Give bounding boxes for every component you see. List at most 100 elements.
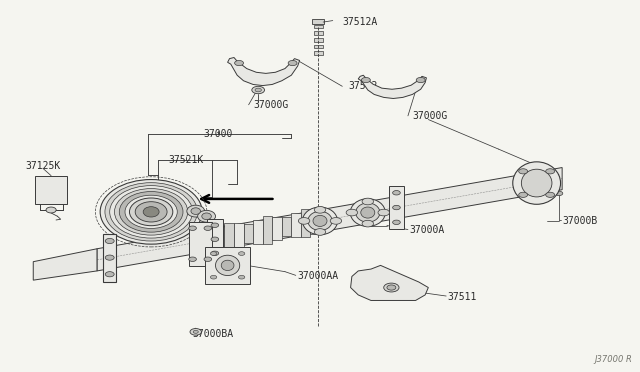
Text: 37000G: 37000G: [412, 111, 447, 121]
Circle shape: [211, 275, 217, 279]
Ellipse shape: [308, 211, 332, 231]
FancyBboxPatch shape: [314, 25, 323, 28]
Polygon shape: [228, 58, 300, 86]
FancyBboxPatch shape: [215, 227, 225, 250]
Ellipse shape: [303, 207, 337, 235]
Ellipse shape: [191, 208, 200, 214]
Circle shape: [378, 209, 390, 216]
Ellipse shape: [513, 162, 561, 204]
FancyBboxPatch shape: [314, 45, 323, 48]
Ellipse shape: [143, 207, 159, 217]
Circle shape: [235, 61, 244, 65]
Ellipse shape: [198, 211, 216, 222]
Circle shape: [393, 190, 400, 195]
Text: 37512A: 37512A: [342, 17, 378, 27]
Circle shape: [362, 220, 374, 227]
Ellipse shape: [135, 202, 167, 222]
Circle shape: [393, 220, 400, 225]
Polygon shape: [103, 234, 116, 282]
Ellipse shape: [522, 169, 552, 197]
Ellipse shape: [313, 215, 327, 227]
FancyBboxPatch shape: [35, 176, 67, 204]
FancyBboxPatch shape: [291, 213, 301, 237]
Ellipse shape: [119, 192, 183, 232]
FancyBboxPatch shape: [234, 223, 244, 247]
Polygon shape: [358, 75, 426, 99]
Polygon shape: [389, 186, 404, 229]
Circle shape: [190, 328, 202, 335]
Text: 37521K: 37521K: [168, 155, 204, 165]
FancyBboxPatch shape: [282, 217, 291, 236]
Circle shape: [362, 77, 371, 83]
Circle shape: [204, 257, 212, 262]
Ellipse shape: [356, 203, 380, 222]
FancyBboxPatch shape: [272, 217, 282, 240]
Ellipse shape: [109, 186, 193, 238]
Ellipse shape: [216, 255, 240, 276]
Text: 37512: 37512: [349, 81, 378, 91]
FancyBboxPatch shape: [225, 223, 234, 251]
Text: 37000B: 37000B: [562, 216, 597, 226]
Circle shape: [255, 88, 261, 92]
Circle shape: [314, 206, 326, 213]
Circle shape: [211, 251, 219, 256]
Circle shape: [384, 283, 399, 292]
Circle shape: [546, 192, 555, 198]
Ellipse shape: [129, 198, 173, 226]
Circle shape: [314, 229, 326, 235]
Circle shape: [211, 223, 219, 227]
Circle shape: [393, 205, 400, 210]
Text: 37511: 37511: [447, 292, 477, 302]
Circle shape: [387, 285, 396, 290]
Circle shape: [346, 209, 358, 216]
Circle shape: [330, 218, 342, 224]
Circle shape: [105, 255, 114, 260]
Polygon shape: [97, 167, 562, 271]
Circle shape: [105, 272, 114, 277]
Circle shape: [211, 252, 217, 256]
FancyBboxPatch shape: [314, 51, 323, 55]
FancyBboxPatch shape: [314, 31, 323, 35]
Circle shape: [189, 257, 196, 262]
FancyBboxPatch shape: [262, 216, 272, 244]
Text: 37000G: 37000G: [253, 100, 289, 110]
Circle shape: [362, 198, 374, 205]
Circle shape: [298, 218, 310, 224]
Ellipse shape: [221, 260, 234, 270]
Ellipse shape: [115, 189, 188, 235]
Text: 37125K: 37125K: [25, 161, 60, 171]
Ellipse shape: [202, 213, 211, 219]
Text: 37000AA: 37000AA: [298, 272, 339, 282]
Polygon shape: [351, 265, 428, 301]
Ellipse shape: [100, 180, 202, 244]
Polygon shape: [189, 222, 212, 266]
Ellipse shape: [350, 199, 385, 227]
Circle shape: [518, 192, 527, 198]
FancyBboxPatch shape: [244, 224, 253, 243]
Text: 37000BA: 37000BA: [193, 329, 234, 339]
Circle shape: [416, 77, 425, 83]
Circle shape: [518, 169, 527, 174]
Circle shape: [546, 169, 555, 174]
Ellipse shape: [125, 195, 177, 228]
Ellipse shape: [105, 183, 197, 241]
Circle shape: [555, 191, 563, 196]
FancyBboxPatch shape: [312, 19, 324, 23]
Circle shape: [193, 330, 198, 333]
Circle shape: [252, 86, 264, 94]
Circle shape: [239, 252, 245, 256]
Polygon shape: [205, 247, 250, 284]
Polygon shape: [207, 219, 223, 260]
Circle shape: [189, 226, 196, 230]
Circle shape: [204, 226, 212, 230]
Polygon shape: [33, 249, 97, 280]
Text: 37000: 37000: [204, 129, 233, 139]
FancyBboxPatch shape: [310, 210, 320, 234]
Circle shape: [211, 237, 219, 241]
FancyBboxPatch shape: [314, 38, 323, 42]
Text: J37000 R: J37000 R: [595, 355, 632, 364]
Ellipse shape: [187, 205, 205, 217]
Circle shape: [239, 275, 245, 279]
Circle shape: [105, 238, 114, 244]
Circle shape: [288, 61, 297, 65]
